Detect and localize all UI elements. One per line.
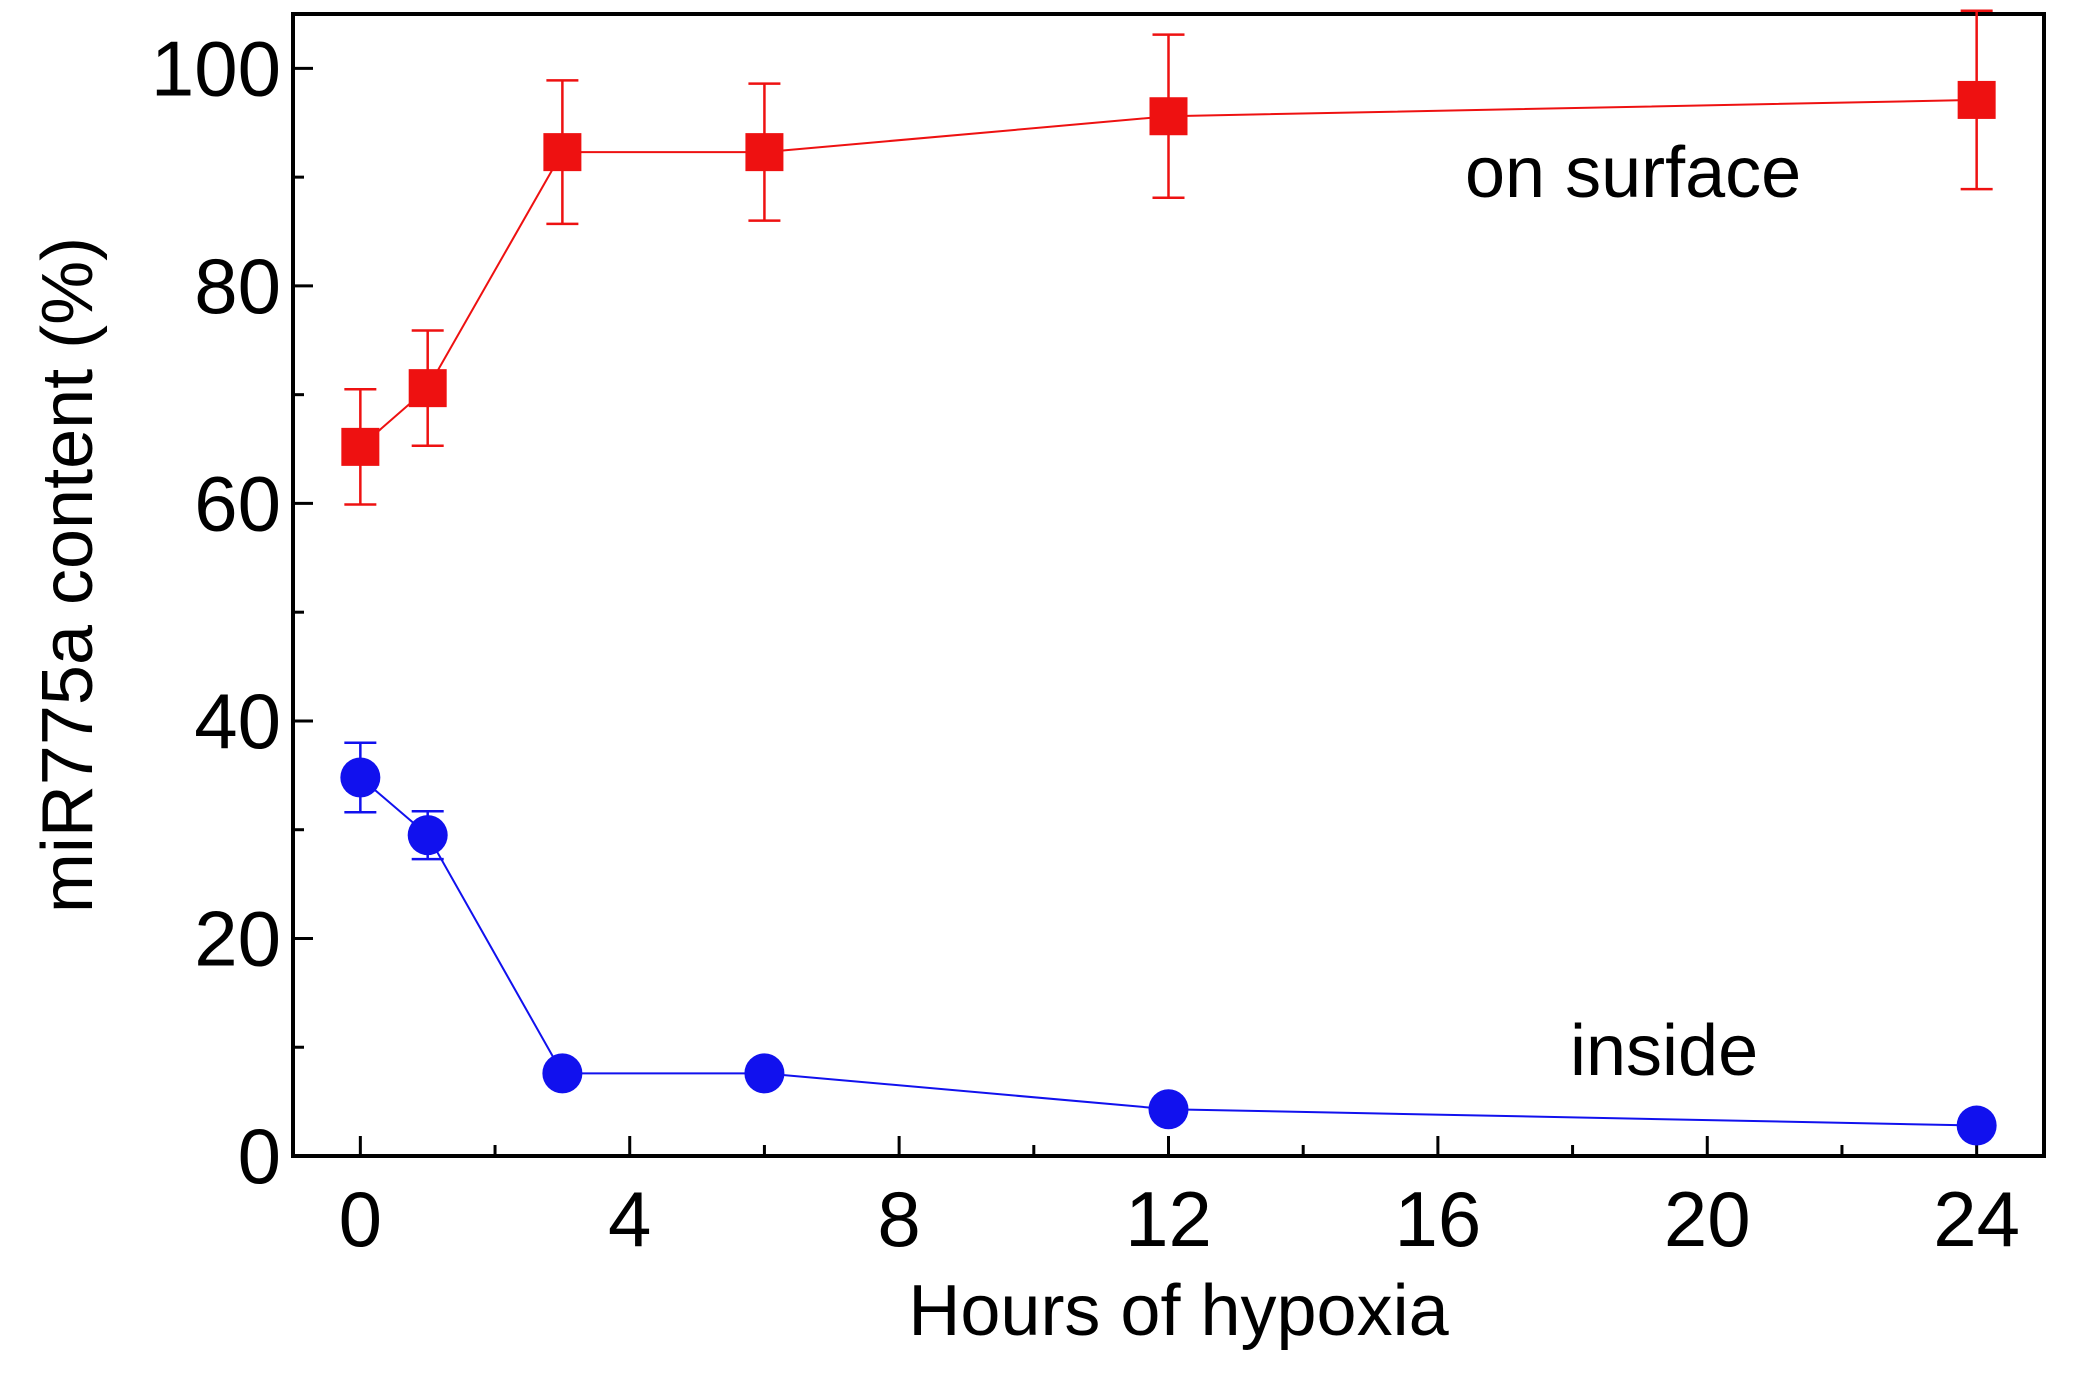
- y-tick-label-20: 20: [194, 894, 281, 982]
- data-point-on-surface-4: [1149, 97, 1188, 136]
- data-point-inside-5: [1956, 1105, 1997, 1146]
- data-point-inside-4: [1148, 1089, 1189, 1130]
- annotation-inside: inside: [1570, 1011, 1758, 1091]
- x-tick-label-0: 0: [339, 1175, 382, 1263]
- x-tick-label-20: 20: [1664, 1175, 1751, 1263]
- x-tick-label-12: 12: [1125, 1175, 1212, 1263]
- data-point-inside-3: [744, 1053, 785, 1094]
- y-tick-label-100: 100: [151, 24, 281, 112]
- y-tick-label-80: 80: [194, 242, 281, 330]
- data-point-inside-1: [407, 815, 448, 856]
- x-tick-label-4: 4: [608, 1175, 651, 1263]
- x-tick-label-24: 24: [1933, 1175, 2020, 1263]
- y-tick-label-60: 60: [194, 459, 281, 547]
- y-axis-label: miR775a content (%): [28, 237, 108, 913]
- data-point-inside-2: [542, 1053, 583, 1094]
- data-point-on-surface-0: [341, 427, 380, 466]
- x-tick-label-16: 16: [1395, 1175, 1482, 1263]
- y-tick-label-40: 40: [194, 677, 281, 765]
- data-point-on-surface-3: [745, 133, 784, 172]
- annotation-on-surface: on surface: [1465, 133, 1801, 213]
- data-point-inside-0: [340, 757, 381, 798]
- y-tick-label-0: 0: [238, 1112, 281, 1200]
- data-point-on-surface-2: [543, 133, 582, 172]
- data-point-on-surface-5: [1957, 80, 1996, 119]
- x-tick-label-8: 8: [877, 1175, 920, 1263]
- x-axis-label: Hours of hypoxia: [908, 1271, 1449, 1351]
- data-point-on-surface-1: [408, 369, 447, 408]
